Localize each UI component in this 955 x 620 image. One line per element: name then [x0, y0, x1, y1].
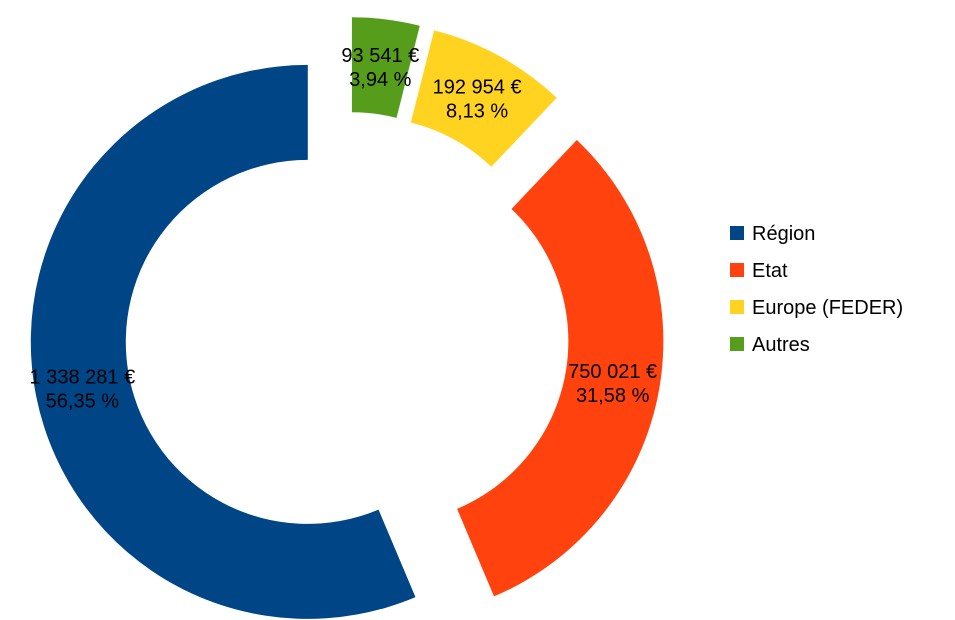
donut-segment: [351, 17, 420, 118]
percent-label: 31,58 %: [576, 385, 650, 407]
legend-label: Europe (FEDER): [752, 297, 903, 319]
percent-label: 8,13 %: [446, 100, 508, 122]
data-label: 192 954 €8,13 %: [433, 76, 522, 122]
legend-swatch: [730, 337, 744, 351]
legend-label: Etat: [752, 260, 788, 282]
data-label: 93 541 €3,94 %: [341, 45, 419, 91]
percent-label: 56,35 %: [46, 391, 120, 413]
value-label: 192 954 €: [433, 76, 522, 98]
value-label: 1 338 281 €: [30, 367, 136, 389]
value-label: 93 541 €: [341, 45, 419, 67]
data-label: 1 338 281 €56,35 %: [30, 367, 136, 413]
legend-swatch: [730, 263, 744, 277]
percent-label: 3,94 %: [349, 69, 411, 91]
data-label: 750 021 €31,58 %: [568, 361, 657, 407]
donut-segment: [457, 139, 664, 597]
legend-swatch: [730, 300, 744, 314]
legend-label: Région: [752, 223, 815, 245]
donut-segment: [30, 64, 416, 619]
legend-label: Autres: [752, 334, 810, 356]
value-label: 750 021 €: [568, 361, 657, 383]
donut-segment: [410, 30, 557, 167]
legend-swatch: [730, 226, 744, 240]
